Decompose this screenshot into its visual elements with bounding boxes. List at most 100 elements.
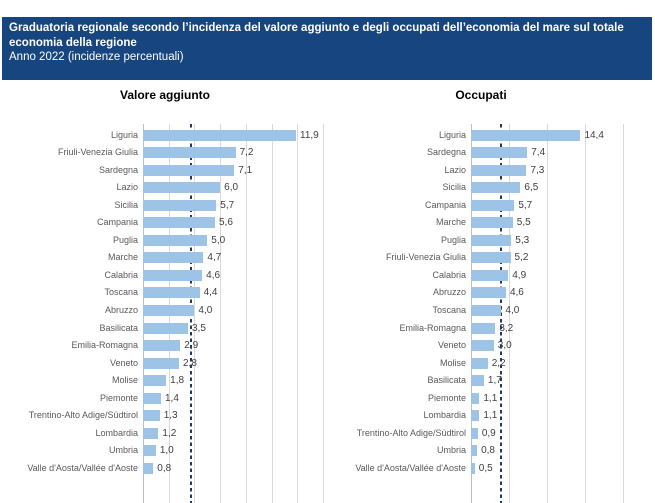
value-label: 6,0 [224,182,239,194]
value-label: 5,2 [514,252,529,264]
gridline [271,124,273,503]
value-label: 1,7 [487,375,502,387]
italy-average-reference-line [500,124,503,503]
value-label: 5,0 [211,234,226,246]
bar [471,392,480,404]
category-label: Sardegna [426,147,466,158]
bar [143,164,235,176]
value-label: 4,6 [509,287,524,299]
value-label: 4,4 [203,287,218,299]
category-label: Molise [439,357,466,368]
category-label: Friuli-Venezia Giulia [385,252,466,263]
bar [143,234,208,246]
bar [471,322,496,334]
bar [471,287,506,299]
bar [471,410,480,422]
value-label: 4,7 [207,252,222,264]
gridline [547,124,548,503]
value-label: 4,6 [206,269,221,281]
chart-occupati: Occupati Liguria 14,4 Sardegna 7,4 Lazio 7,3 S… [330,84,655,503]
bar [143,217,215,229]
category-label: Puglia [112,234,138,245]
category-label: Umbria [436,445,466,456]
value-label: 1,2 [162,427,177,439]
value-label: 1,8 [170,375,185,387]
category-label: Calabria [432,269,466,280]
category-label: Lazio [116,182,138,193]
category-label: Piemonte [99,392,138,403]
bar [143,269,203,281]
value-label: 5,5 [516,217,531,229]
chart-title-occupati: Occupati [455,88,507,102]
category-label: Veneto [437,340,466,351]
category-label: Liguria [110,129,138,140]
gridline [220,124,222,503]
category-label: Lazio [444,164,466,175]
bar [471,199,515,211]
bar [471,217,513,229]
report-subtitle: Anno 2022 (incidenze percentuali) [9,51,184,63]
category-label: Abruzzo [104,305,138,315]
value-label: 4,9 [512,269,527,281]
bar [143,147,236,159]
value-label: 11,9 [300,129,319,141]
gridline [509,124,510,503]
bar [143,322,188,334]
category-label: Marche [435,217,466,228]
category-label: Lombardia [423,410,466,421]
category-label: Abruzzo [432,287,466,298]
value-label: 4,0 [198,305,213,316]
value-label: 5,3 [515,234,530,246]
value-label: 2,8 [183,357,197,369]
gridline [585,124,586,503]
category-label: Basilicata [99,322,138,333]
value-label: 3,0 [497,340,512,352]
value-label: 1,1 [483,392,498,404]
bar [471,427,478,439]
bar [471,269,509,281]
value-label: 3,5 [192,322,206,334]
value-label: 5,7 [220,199,235,211]
value-label: 1,4 [165,392,179,404]
value-label: 4,0 [505,305,520,316]
value-label: 2,9 [184,340,199,352]
value-label: 1,3 [163,410,178,422]
category-label: Molise [111,375,138,386]
gridline [245,124,247,503]
gridline [194,124,196,503]
bar [471,445,478,457]
category-label: Toscana [104,287,138,298]
bar [471,252,511,264]
bar [471,234,512,246]
bar [143,305,195,316]
bar [471,182,521,194]
category-label: Toscana [432,305,466,315]
bar [143,410,160,422]
value-label: 0,8 [157,462,172,474]
category-label: Liguria [438,129,466,140]
category-label: Piemonte [427,392,466,403]
category-label: Marche [107,252,138,263]
category-label: Sicilia [114,199,138,210]
bar [143,357,179,369]
category-label: Emilia-Romagna [399,322,466,333]
report-title: Graduatoria regionale secondo l’incidenz… [9,22,624,49]
category-label: Calabria [104,269,138,280]
category-label: Veneto [109,357,138,368]
bar [471,305,502,316]
bar [471,462,475,474]
category-label: Trentino-Alto Adige/Südtirol [28,410,138,421]
value-label: 5,7 [518,199,533,211]
value-label: 14,4 [584,129,604,141]
bar [143,462,154,474]
bar [471,375,484,387]
bar [143,392,161,404]
chart-title-valore-aggiunto: Valore aggiunto [119,88,210,102]
gridline [323,124,324,503]
gridline [297,124,299,503]
bar [471,164,527,176]
bar [143,375,167,387]
value-label: 0,9 [481,427,496,439]
category-label: Sicilia [442,182,466,193]
